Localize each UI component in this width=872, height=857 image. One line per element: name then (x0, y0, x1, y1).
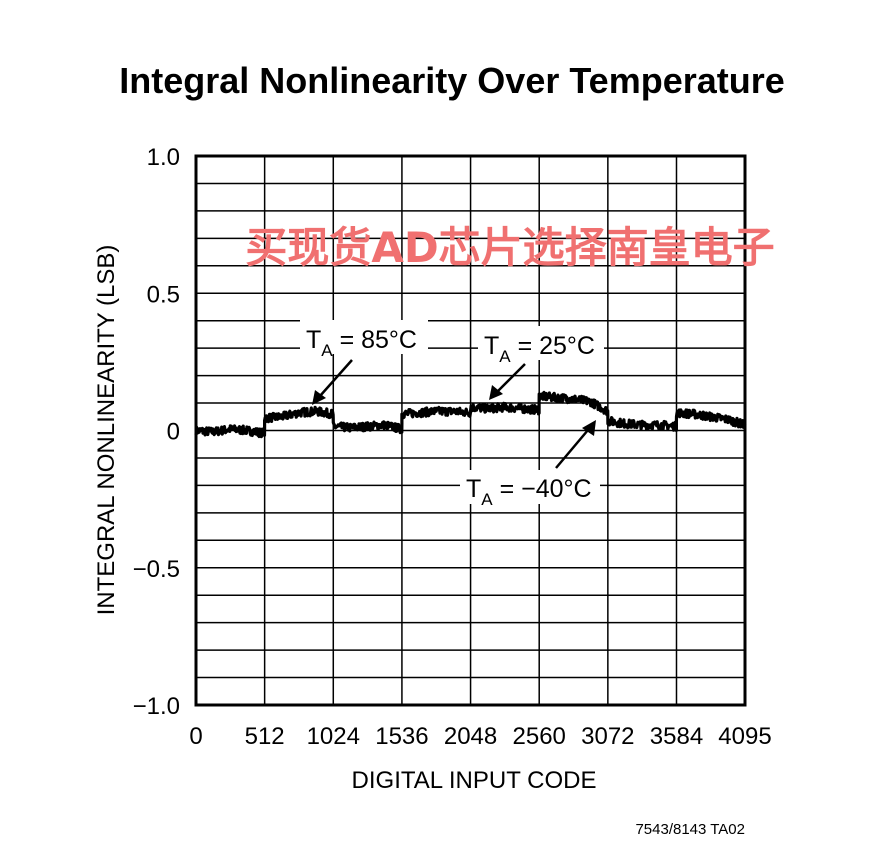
x-tick-label: 512 (245, 723, 285, 750)
chart-title: Integral Nonlinearity Over Temperature (119, 60, 785, 101)
watermark: 买现货AD芯片选择南皇电子 (245, 223, 774, 272)
svg-text:TA = −40°C: TA = −40°C (466, 475, 592, 509)
y-axis-label: INTEGRAL NONLINEARITY (LSB) (93, 245, 120, 616)
x-axis-label: DIGITAL INPUT CODE (352, 767, 597, 794)
arrow-minus40c (555, 429, 589, 469)
annotation-85c: TA = 85°C (300, 320, 428, 360)
ann-25c-sub: A (499, 347, 511, 366)
x-tick-label: 0 (189, 723, 202, 750)
annotation-25c: TA = 25°C (478, 326, 604, 366)
x-tick-label: 3072 (581, 723, 634, 750)
arrowhead-minus40c (582, 420, 596, 436)
x-tick-label: 1536 (375, 723, 428, 750)
ann-85c-t: T (306, 326, 321, 354)
x-tick-label: 2048 (444, 723, 497, 750)
svg-text:TA = 25°C: TA = 25°C (484, 332, 595, 366)
y-tick-label: 1.0 (147, 144, 180, 171)
ann-minus40c-rest: = −40°C (493, 475, 592, 503)
ann-minus40c-sub: A (481, 490, 493, 509)
y-tick-label: −1.0 (133, 693, 180, 720)
y-tick-label: 0.5 (147, 281, 180, 308)
x-tick-labels: 0 512 1024 1536 2048 2560 3072 3584 4095 (189, 723, 771, 750)
x-tick-label: 1024 (307, 723, 360, 750)
annotation-arrows (312, 359, 596, 469)
figure-code: 7543/8143 TA02 (635, 821, 745, 838)
arrowhead-25c (489, 385, 503, 400)
plot-frame (194, 154, 747, 707)
ann-minus40c-t: T (466, 475, 481, 503)
annotation-minus40c: TA = −40°C (460, 470, 600, 509)
arrow-85c (319, 359, 353, 397)
arrowhead-85c (312, 390, 326, 405)
inl-trace-0 (194, 390, 747, 439)
ann-85c-rest: = 85°C (333, 326, 417, 354)
ann-25c-rest: = 25°C (511, 332, 595, 360)
x-tick-label: 4095 (718, 723, 771, 750)
svg-text:TA = 85°C: TA = 85°C (306, 326, 417, 360)
ann-25c-t: T (484, 332, 499, 360)
x-tick-label: 3584 (650, 723, 703, 750)
arrow-25c (496, 363, 526, 393)
series-line-group (194, 390, 747, 439)
y-tick-label: 0 (167, 419, 180, 446)
x-tick-label: 2560 (513, 723, 566, 750)
y-tick-labels: 1.0 0.5 0 −0.5 −1.0 (133, 144, 180, 720)
y-tick-label: −0.5 (133, 556, 180, 583)
ann-85c-sub: A (321, 341, 333, 360)
